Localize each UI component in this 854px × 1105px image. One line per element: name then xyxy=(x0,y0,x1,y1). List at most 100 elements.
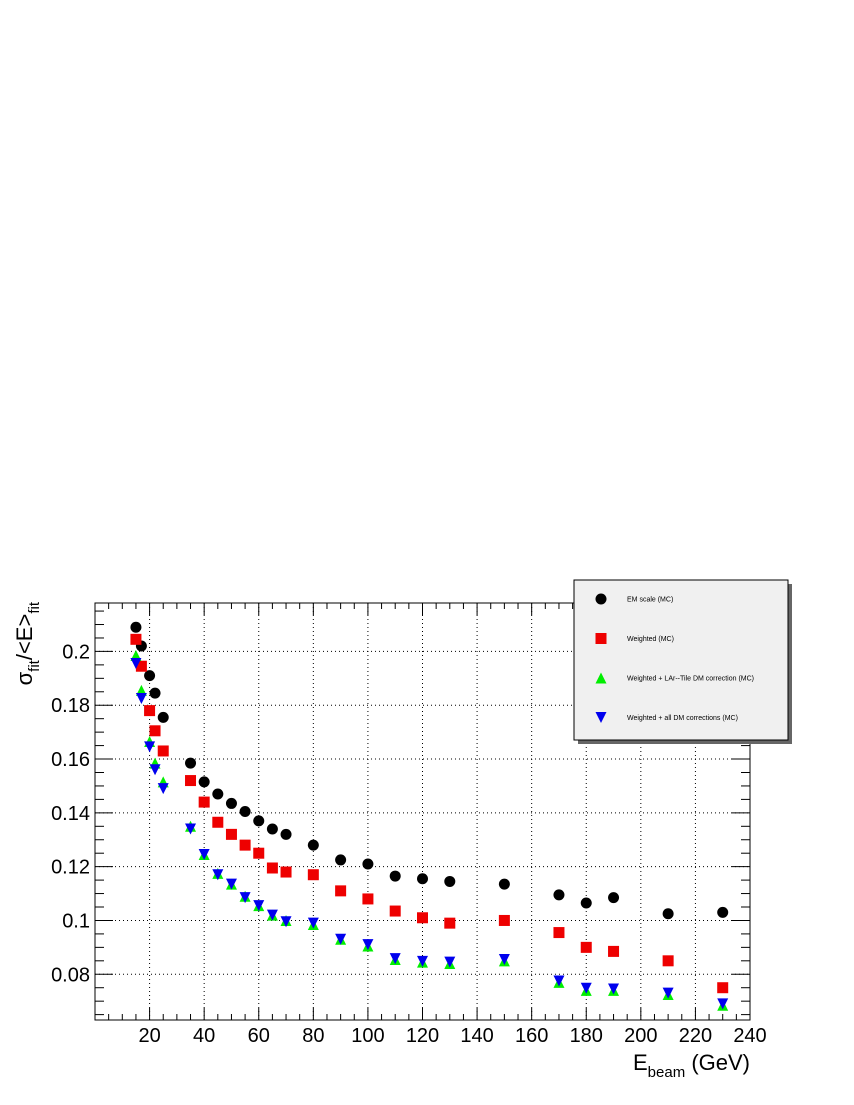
data-point xyxy=(198,776,210,788)
data-point xyxy=(266,862,278,874)
data-point xyxy=(335,885,347,897)
grid xyxy=(95,603,750,1020)
data-point xyxy=(307,869,319,881)
data-point xyxy=(362,858,374,870)
legend-marker xyxy=(595,633,607,644)
data-point xyxy=(362,893,374,905)
y-tick-label: 0.08 xyxy=(51,964,90,986)
data-point xyxy=(417,955,428,967)
data-point xyxy=(239,892,251,904)
data-point xyxy=(444,875,456,887)
x-axis-title: Ebeam (GeV) xyxy=(633,1050,750,1081)
data-point xyxy=(335,854,347,866)
data-point xyxy=(144,670,156,682)
data-point xyxy=(280,866,292,878)
legend-label: Weighted + LAr--Tile DM correction (MC) xyxy=(627,676,754,683)
data-point xyxy=(389,870,401,882)
legend-marker xyxy=(595,672,607,684)
legend-marker xyxy=(595,593,607,605)
data-points xyxy=(130,621,729,1011)
x-tick-label: 60 xyxy=(248,1025,270,1047)
data-point xyxy=(225,797,237,809)
x-tick-label: 80 xyxy=(302,1025,324,1047)
data-point xyxy=(580,941,592,953)
data-point xyxy=(157,745,169,757)
data-point xyxy=(307,917,319,929)
data-point xyxy=(553,975,565,987)
x-tick-label: 120 xyxy=(406,1025,439,1047)
data-point xyxy=(389,905,401,917)
y-tick-label: 0.12 xyxy=(51,857,90,879)
y-tick-label: 0.2 xyxy=(62,641,90,663)
data-point xyxy=(144,705,156,717)
data-point xyxy=(225,878,237,890)
data-point xyxy=(135,693,147,705)
data-point xyxy=(717,998,729,1010)
data-point xyxy=(225,828,237,840)
data-point xyxy=(253,900,265,912)
data-point xyxy=(239,839,251,851)
data-point xyxy=(157,711,169,723)
legend: EM scale (MC) Weighted (MC) Weighted + LAr… xyxy=(573,579,792,744)
data-point xyxy=(335,933,347,945)
data-point xyxy=(662,987,674,999)
data-point xyxy=(266,823,278,835)
data-point xyxy=(662,955,674,967)
data-point xyxy=(662,908,674,920)
data-point xyxy=(239,806,251,817)
x-tick-label: 240 xyxy=(733,1025,766,1047)
data-point xyxy=(307,839,319,851)
data-point xyxy=(130,633,142,645)
data-point xyxy=(553,927,565,939)
data-point xyxy=(498,914,510,926)
y-tick-label: 0.14 xyxy=(51,803,90,825)
data-point xyxy=(417,912,428,924)
x-tick-label: 100 xyxy=(351,1025,384,1047)
data-point xyxy=(608,892,620,904)
data-point xyxy=(280,828,292,840)
y-tick-label: 0.18 xyxy=(51,695,90,717)
y-axis-title: σfit/<E>fit xyxy=(12,601,43,685)
x-tick-label: 40 xyxy=(193,1025,215,1047)
data-point xyxy=(253,815,265,827)
data-point xyxy=(212,788,224,800)
data-point xyxy=(717,906,729,918)
data-point xyxy=(362,939,374,951)
data-point xyxy=(608,983,620,995)
data-point xyxy=(185,757,197,769)
x-tick-label: 20 xyxy=(138,1025,160,1047)
y-tick-label: 0.16 xyxy=(51,749,90,771)
data-point xyxy=(417,873,428,885)
data-point xyxy=(717,982,729,994)
data-point xyxy=(212,816,224,828)
y-tick-label: 0.1 xyxy=(62,910,90,932)
data-point xyxy=(130,658,142,670)
data-point xyxy=(444,917,456,929)
x-tick-label: 140 xyxy=(460,1025,493,1047)
legend-marker xyxy=(595,712,607,723)
data-point xyxy=(266,909,278,921)
data-point xyxy=(149,725,161,737)
data-point xyxy=(135,660,147,672)
data-point xyxy=(144,741,156,753)
data-point xyxy=(130,621,142,633)
data-point xyxy=(253,847,265,859)
data-point xyxy=(198,849,210,861)
data-point xyxy=(580,897,592,909)
data-point xyxy=(553,889,565,901)
legend-box xyxy=(573,579,789,741)
data-point xyxy=(498,878,510,890)
legend-label: Weighted + all DM corrections (MC) xyxy=(627,715,738,722)
data-point xyxy=(185,775,197,787)
data-point xyxy=(498,953,510,965)
data-point xyxy=(280,916,292,928)
data-point xyxy=(149,687,161,699)
x-tick-label: 200 xyxy=(624,1025,657,1047)
legend-label: EM scale (MC) xyxy=(627,597,673,604)
data-point xyxy=(185,823,197,835)
data-point xyxy=(149,764,161,776)
data-point xyxy=(608,945,620,957)
x-tick-label: 160 xyxy=(515,1025,548,1047)
data-point xyxy=(580,982,592,994)
